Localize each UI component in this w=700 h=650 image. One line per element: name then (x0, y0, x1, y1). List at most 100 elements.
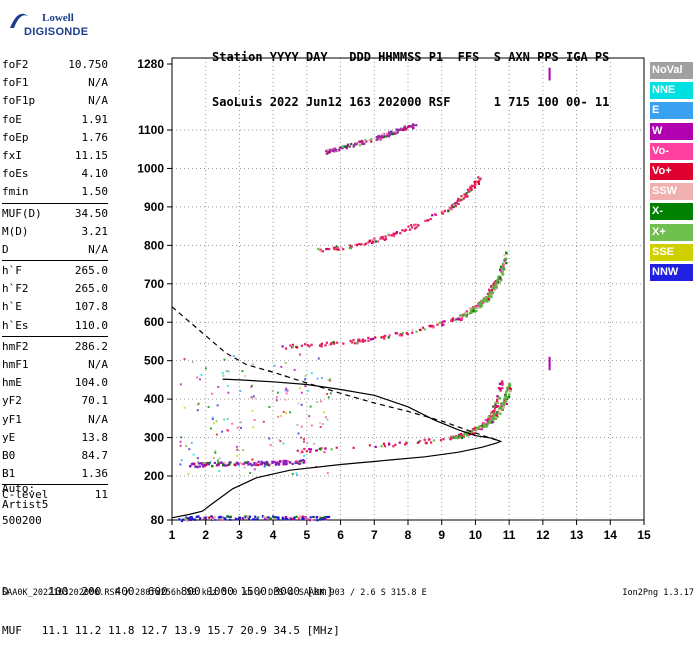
echo-point (441, 320, 444, 323)
echo-point (426, 219, 429, 222)
echo-point (368, 138, 371, 142)
echo-point (497, 386, 501, 390)
echo-point (387, 233, 390, 236)
echo-point (271, 515, 275, 518)
echo-point (482, 425, 485, 428)
echo-point (489, 293, 493, 296)
echo-point (239, 516, 242, 519)
echo-point (491, 413, 495, 416)
echo-point (369, 338, 373, 341)
param-name: foF1 (2, 76, 29, 90)
noise-point (302, 438, 305, 441)
param-value: 11.15 (74, 148, 108, 162)
echo-point (275, 462, 278, 465)
noise-point (324, 416, 327, 419)
noise-point (302, 440, 305, 443)
echo-point (439, 439, 443, 442)
echo-point (496, 411, 499, 414)
echo-point (336, 246, 339, 250)
echo-point (310, 519, 313, 522)
noise-point (320, 400, 323, 403)
noise-point (216, 404, 219, 407)
noise-point (273, 364, 276, 367)
echo-point (239, 461, 242, 465)
echo-point (286, 518, 289, 521)
noise-point (226, 418, 229, 421)
echo-point (479, 426, 482, 429)
echo-point (406, 333, 409, 336)
noise-point (268, 406, 271, 409)
echo-point (305, 450, 308, 453)
noise-point (300, 391, 303, 394)
echo-point (349, 247, 353, 250)
echo-point (382, 237, 385, 240)
noise-point (231, 475, 234, 478)
echo-point (494, 287, 497, 290)
muf-table: D 100 200 400 600 800 1000 1500 3000 [km… (2, 559, 340, 650)
noise-point (303, 454, 306, 457)
echo-point (491, 420, 494, 424)
echo-point (457, 199, 461, 202)
noise-point (183, 406, 186, 409)
echo-point (460, 316, 464, 319)
echo-point (380, 236, 383, 239)
echo-point (505, 262, 508, 265)
echo-point (497, 282, 500, 285)
echo-point (367, 339, 370, 342)
header-line1: Station YYYY DAY DDD HHMMSS P1 FFS S AXN… (212, 50, 610, 64)
param-name: foEp (2, 130, 29, 144)
noise-point (326, 393, 329, 396)
echo-point (462, 197, 466, 200)
echo-point (502, 264, 505, 267)
noise-point (179, 440, 182, 443)
echo-point (349, 339, 352, 343)
echo-point (199, 462, 203, 465)
param-name: B1 (2, 467, 16, 481)
param-name: M(D) (2, 224, 29, 238)
param-row: C-level 11 (2, 486, 108, 504)
echo-point (401, 331, 405, 335)
echo-point (354, 143, 357, 146)
echo-point (336, 248, 339, 251)
echo-point (502, 266, 505, 269)
echo-point (301, 450, 304, 454)
echo-point (358, 144, 362, 147)
echo-point (334, 148, 338, 151)
echo-point (364, 339, 367, 342)
echo-point (475, 306, 478, 310)
param-value: 4.10 (81, 167, 109, 181)
echo-point (288, 461, 291, 464)
param-row: h`F 265.0 (2, 262, 108, 280)
echo-point (384, 235, 387, 238)
noise-point (299, 387, 302, 390)
echo-point (414, 227, 417, 230)
echo-point (271, 461, 274, 465)
echo-point (213, 518, 216, 521)
echo-point (263, 463, 267, 466)
echo-point (395, 232, 398, 235)
param-name: h`F (2, 264, 22, 278)
echo-point (373, 237, 376, 240)
echo-point (312, 515, 315, 519)
param-value: 1.36 (81, 467, 109, 481)
echo-point (461, 436, 464, 440)
echo-point (333, 150, 336, 153)
echo-point (338, 149, 341, 152)
echo-point (319, 448, 322, 451)
echo-point (475, 428, 478, 431)
legend-item-sse: SSE (650, 243, 693, 261)
echo-point (391, 132, 394, 136)
echo-point (480, 300, 483, 303)
echo-point (336, 341, 339, 344)
noise-point (308, 415, 311, 418)
legend-item-w: W (650, 122, 693, 140)
echo-point (326, 247, 329, 251)
echo-point (405, 442, 408, 445)
echo-point (211, 464, 214, 468)
param-value: N/A (88, 76, 108, 90)
echo-point (279, 459, 282, 463)
echo-point (423, 328, 426, 331)
echo-point (493, 412, 497, 415)
echo-point (494, 417, 498, 420)
echo-point (382, 133, 385, 136)
